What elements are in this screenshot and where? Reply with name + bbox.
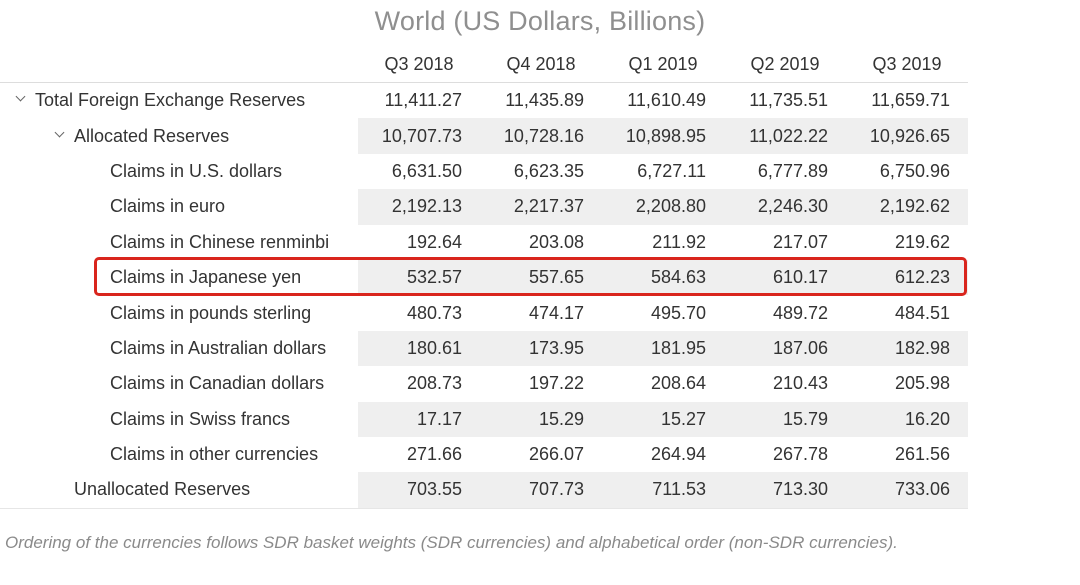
- column-header: Q3 2018: [384, 54, 454, 74]
- table-cell: 489.72: [772, 302, 828, 323]
- table-row-total-reserves: Total Foreign Exchange Reserves 11,411.2…: [0, 82, 968, 118]
- table-cell: 210.43: [772, 373, 828, 394]
- table-row: Claims in pounds sterling 480.73 474.17 …: [0, 295, 968, 330]
- table-cell: 10,728.16: [503, 125, 584, 146]
- table-cell: 16.20: [904, 408, 950, 429]
- row-label: Unallocated Reserves: [74, 479, 251, 500]
- table-cell: 11,735.51: [749, 90, 828, 111]
- table-row: Claims in other currencies 271.66 266.07…: [0, 437, 968, 472]
- table-cell: 6,750.96: [879, 160, 950, 181]
- row-label: Claims in Swiss francs: [110, 408, 291, 429]
- table-cell: 11,435.89: [505, 90, 584, 111]
- table-cell: 6,727.11: [637, 160, 706, 181]
- table-cell: 474.17: [528, 302, 584, 323]
- table-cell: 205.98: [894, 373, 950, 394]
- table-cell: 197.22: [528, 373, 584, 394]
- table-cell: 192.64: [406, 231, 462, 252]
- column-header: Q4 2018: [506, 54, 576, 74]
- table-cell: 10,707.73: [381, 125, 462, 146]
- column-header: Q2 2019: [750, 54, 820, 74]
- table-cell: 208.73: [406, 373, 462, 394]
- table-cell: 733.06: [894, 479, 950, 500]
- table-cell: 17.17: [416, 408, 462, 429]
- row-label: Claims in Chinese renminbi: [110, 231, 330, 252]
- table-cell: 2,246.30: [757, 196, 828, 217]
- table-cell: 208.64: [650, 373, 706, 394]
- table-cell: 532.57: [406, 267, 462, 288]
- table-row-unallocated-reserves: Unallocated Reserves 703.55 707.73 711.5…: [0, 472, 968, 508]
- table-cell: 267.78: [772, 444, 828, 465]
- table-cell: 187.06: [772, 337, 828, 358]
- table-cell: 182.98: [894, 337, 950, 358]
- table-cell: 15.27: [660, 408, 706, 429]
- table-cell: 264.94: [650, 444, 706, 465]
- reserves-table: Q3 2018 Q4 2018 Q1 2019 Q2 2019 Q3 2019 …: [0, 47, 968, 508]
- column-header: Q3 2019: [872, 54, 942, 74]
- footnote: Ordering of the currencies follows SDR b…: [5, 533, 898, 552]
- table-cell: 271.66: [406, 444, 462, 465]
- table-cell: 713.30: [772, 479, 828, 500]
- table-row: Claims in euro 2,192.13 2,217.37 2,208.8…: [0, 189, 968, 225]
- table-cell: 15.29: [538, 408, 584, 429]
- table-row: Claims in U.S. dollars 6,631.50 6,623.35…: [0, 154, 968, 189]
- table-cell: 11,659.71: [871, 90, 950, 111]
- table-cell: 261.56: [894, 444, 950, 465]
- row-label: Claims in U.S. dollars: [110, 160, 283, 181]
- table-row: Claims in Canadian dollars 208.73 197.22…: [0, 366, 968, 401]
- row-label: Claims in euro: [110, 196, 226, 217]
- divider: [0, 508, 968, 509]
- table-header-row: Q3 2018 Q4 2018 Q1 2019 Q2 2019 Q3 2019: [0, 47, 968, 82]
- table-cell: 203.08: [528, 231, 584, 252]
- table-cell: 6,777.89: [757, 160, 828, 181]
- table-cell: 495.70: [650, 302, 706, 323]
- table-cell: 180.61: [406, 337, 462, 358]
- table-cell: 11,411.27: [384, 90, 462, 111]
- row-label: Claims in other currencies: [110, 444, 319, 465]
- table-cell: 484.51: [894, 302, 950, 323]
- table-cell: 11,610.49: [627, 90, 706, 111]
- row-label: Claims in Canadian dollars: [110, 373, 325, 394]
- table-cell: 173.95: [528, 337, 584, 358]
- table-cell: 2,192.62: [879, 196, 950, 217]
- table-cell: 15.79: [782, 408, 828, 429]
- column-header: Q1 2019: [628, 54, 698, 74]
- chevron-down-icon[interactable]: [16, 93, 25, 102]
- table-cell: 2,208.80: [635, 196, 706, 217]
- table-cell: 11,022.22: [749, 125, 828, 146]
- table-cell: 10,926.65: [869, 125, 950, 146]
- table-cell: 6,623.35: [513, 160, 584, 181]
- table-cell: 2,192.13: [391, 196, 462, 217]
- row-label: Total Foreign Exchange Reserves: [35, 90, 306, 111]
- table-cell: 480.73: [406, 302, 462, 323]
- table-cell: 219.62: [894, 231, 950, 252]
- table-cell: 703.55: [406, 479, 462, 500]
- table-cell: 10,898.95: [625, 125, 706, 146]
- table-cell: 612.23: [894, 267, 950, 288]
- table-cell: 6,631.50: [391, 160, 462, 181]
- row-label: Claims in Australian dollars: [110, 337, 327, 358]
- table-cell: 610.17: [772, 267, 828, 288]
- table-cell: 711.53: [652, 479, 706, 500]
- table-cell: 217.07: [772, 231, 828, 252]
- table-cell: 211.92: [652, 231, 706, 252]
- row-label: Allocated Reserves: [74, 125, 230, 146]
- table-cell: 181.95: [650, 337, 706, 358]
- table-cell: 584.63: [650, 267, 706, 288]
- chevron-down-icon[interactable]: [55, 129, 64, 138]
- header-label-spacer: [0, 47, 358, 82]
- table-cell: 707.73: [528, 479, 584, 500]
- table-cell: 2,217.37: [513, 196, 584, 217]
- row-label-cell[interactable]: Total Foreign Exchange Reserves: [0, 83, 358, 118]
- table-row: Claims in Australian dollars 180.61 173.…: [0, 330, 968, 367]
- row-label: Claims in pounds sterling: [110, 302, 312, 323]
- table-row-japanese-yen: Claims in Japanese yen 532.57 557.65 584…: [0, 259, 968, 296]
- table-row-allocated-reserves: Allocated Reserves 10,707.73 10,728.16 1…: [0, 118, 968, 154]
- table-title: World (US Dollars, Billions): [374, 6, 706, 36]
- row-label: Claims in Japanese yen: [110, 267, 302, 288]
- row-label-cell[interactable]: Allocated Reserves: [0, 118, 358, 153]
- table-row: Claims in Swiss francs 17.17 15.29 15.27…: [0, 401, 968, 437]
- table-cell: 557.65: [528, 267, 584, 288]
- table-cell: 266.07: [528, 444, 584, 465]
- table-row: Claims in Chinese renminbi 192.64 203.08…: [0, 225, 968, 260]
